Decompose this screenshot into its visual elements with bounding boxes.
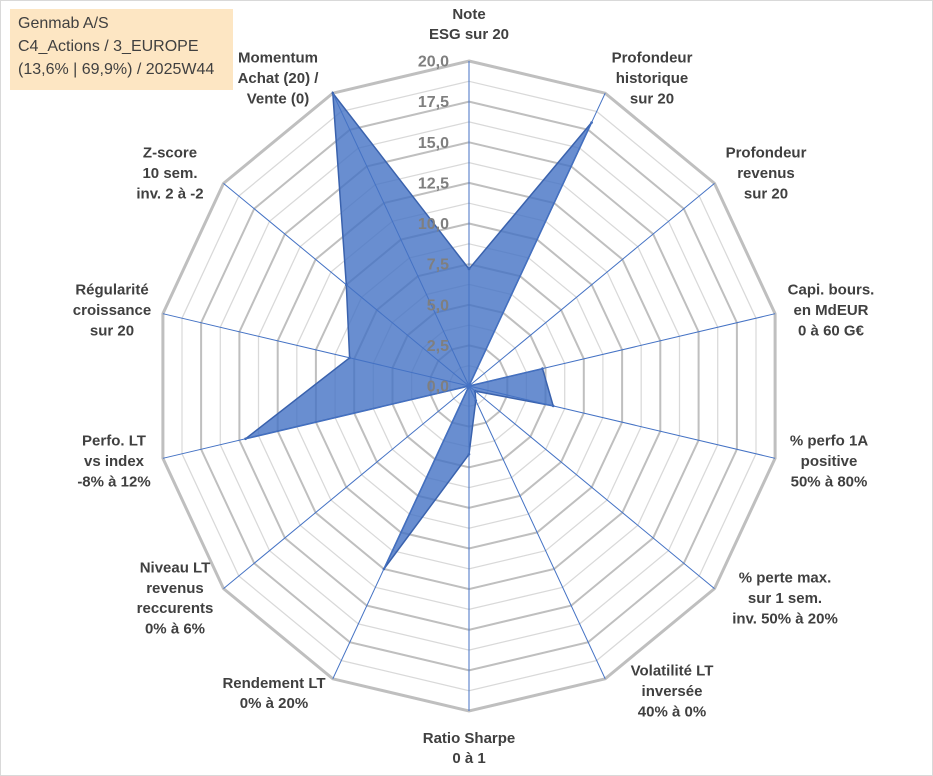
r-tick-label: 10,0 [418,216,449,233]
chart-subtitle-line-2: (13,6% | 69,9%) / 2025W44 [18,61,215,78]
category-label-line: sur 20 [90,322,134,339]
r-tick-label: 0,0 [427,379,449,396]
category-label: Capi. bours. en MdEUR 0 à 60 G€ [788,282,875,340]
category-label: Régularité croissance sur 20 [73,282,151,340]
radial-axis-ticks: 0,0 2,5 5,0 7,5 10,0 12,5 15,0 17,5 20,0 [418,54,449,396]
category-label-line: Capi. bours. [788,282,875,299]
radar-spoke [468,92,606,387]
category-label-line: 0% à 6% [145,621,205,638]
category-label-line: Niveau LT [140,559,211,576]
category-label: Z-score 10 sem. inv. 2 à -2 [136,145,203,203]
category-label-line: Vente (0) [247,90,310,107]
category-label-line: en MdEUR [794,302,869,319]
category-label-line: inv. 50% à 20% [732,610,838,627]
r-tick-label: 12,5 [418,175,449,192]
category-label-line: 0% à 20% [240,695,308,712]
category-label-line: Momentum [238,50,318,67]
category-label-line: 40% à 0% [638,703,706,720]
category-label-line: 10 sem. [142,165,197,182]
radar-spoke [223,183,470,387]
r-tick-label: 17,5 [418,94,449,111]
category-label-line: Ratio Sharpe [423,730,516,747]
category-label-line: % perte max. [739,570,832,587]
category-label: Note ESG sur 20 [429,6,509,43]
radar-spoke [223,385,470,589]
category-label-line: Régularité [75,282,148,299]
radar-spoke [468,385,715,589]
radar-spoke [468,385,776,459]
category-label-line: historique [616,70,689,87]
radar-spoke [468,313,776,387]
radar-spoke [468,385,606,680]
r-tick-label: 7,5 [427,257,449,274]
radar-spoke [162,385,470,459]
category-label-line: sur 20 [744,185,788,202]
radar-spoke [162,313,470,387]
category-label-line: sur 1 sem. [748,590,822,607]
category-label-line: inv. 2 à -2 [136,185,203,202]
category-label-line: revenus [737,165,795,182]
category-label: Momentum Achat (20) / Vente (0) [238,50,320,108]
category-label-line: -8% à 12% [77,473,150,490]
category-label: Volatilité LT inversée 40% à 0% [631,663,714,721]
category-labels: Note ESG sur 20 Profondeur historique sur 20… [73,6,875,767]
category-label-line: positive [801,453,858,470]
radar-spoke [332,92,470,387]
category-label-line: Note [452,6,485,23]
chart-title-box: Genmab A/S C4_Actions / 3_EUROPE (13,6% … [10,9,233,90]
r-tick-label: 15,0 [418,135,449,152]
category-label: % perfo 1A positive 50% à 80% [790,433,869,491]
category-label-line: Rendement LT [222,675,325,692]
category-label: Perfo. LT vs index -8% à 12% [77,433,150,491]
category-label-line: croissance [73,302,151,319]
radar-spoke [332,385,470,680]
r-tick-label: 5,0 [427,297,449,314]
category-label: Profondeur historique sur 20 [612,50,693,108]
category-label-line: Profondeur [612,50,693,67]
category-label-line: 50% à 80% [791,473,868,490]
chart-subtitle-line-1: C4_Actions / 3_EUROPE [18,38,199,55]
radar-spokes [162,61,776,711]
r-tick-label: 20,0 [418,54,449,71]
radar-spoke [468,183,715,387]
category-label-line: 0 à 1 [452,750,485,767]
category-label-line: sur 20 [630,90,674,107]
category-label-line: % perfo 1A [790,433,869,450]
chart-title: Genmab A/S [18,15,109,32]
category-label-line: Volatilité LT [631,663,714,680]
category-label-line: Profondeur [726,145,807,162]
category-label-line: revenus [146,580,204,597]
category-label-line: Achat (20) / [238,70,320,87]
category-label-line: Perfo. LT [82,433,146,450]
category-label: % perte max. sur 1 sem. inv. 50% à 20% [732,570,838,628]
category-label-line: vs index [84,453,145,470]
category-label-line: ESG sur 20 [429,26,509,43]
r-tick-label: 2,5 [427,338,449,355]
category-label-line: Z-score [143,145,197,162]
category-label: Ratio Sharpe 0 à 1 [423,730,516,767]
category-label: Profondeur revenus sur 20 [726,145,807,203]
category-label: Niveau LT revenus reccurents 0% à 6% [137,559,214,637]
category-label: Rendement LT 0% à 20% [222,675,325,712]
category-label-line: inversée [642,683,703,700]
category-label-line: reccurents [137,600,214,617]
category-label-line: 0 à 60 G€ [798,322,865,339]
